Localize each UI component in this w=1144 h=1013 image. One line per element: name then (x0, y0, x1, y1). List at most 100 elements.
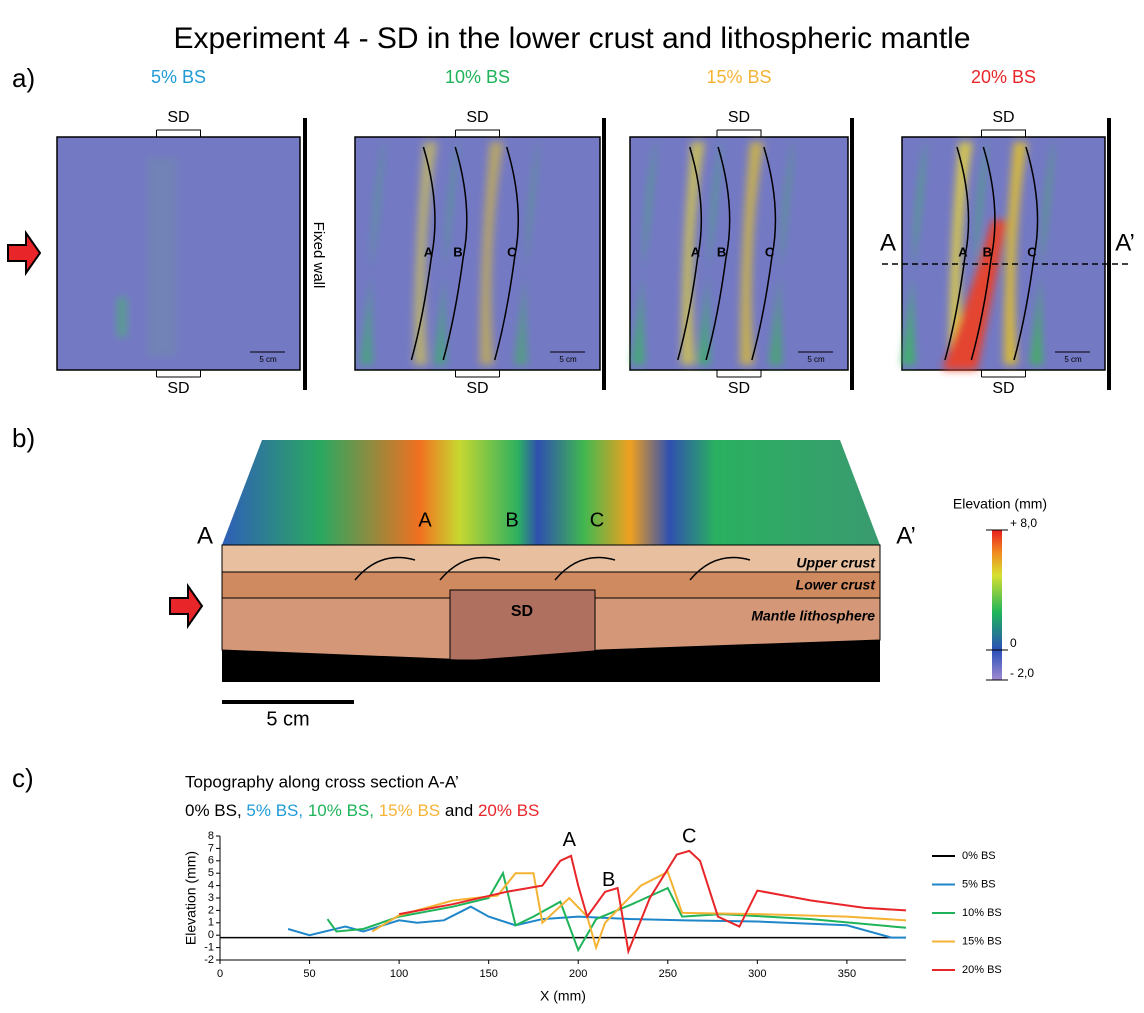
zone (1003, 142, 1028, 365)
sd-bracket (455, 129, 500, 378)
y-tick-label: -1 (204, 942, 214, 954)
sd-label: SD (167, 380, 189, 397)
sd-label: SD (167, 109, 189, 126)
fault (944, 146, 970, 361)
y-tick-label: 0 (208, 929, 214, 941)
sd-label: SD (466, 109, 488, 126)
legend-label: 0% BS (962, 850, 996, 862)
zone (117, 297, 127, 337)
fault (493, 146, 520, 361)
zone (768, 142, 794, 365)
y-tick-label: -2 (204, 954, 214, 966)
zone (962, 142, 988, 365)
x-tick-label: 350 (838, 968, 856, 980)
zone (432, 142, 458, 365)
figure-title: Experiment 4 - SD in the lower crust and… (173, 22, 970, 55)
zone (631, 142, 657, 365)
series-line (371, 870, 907, 951)
fault-label: C (590, 509, 604, 531)
map (354, 136, 601, 371)
fault-label: B (453, 244, 462, 259)
sd-label: SD (992, 380, 1014, 397)
subtitle-part: 0% BS, (185, 801, 246, 820)
legend-label: 10% BS (962, 907, 1002, 919)
scale-label: 5 cm (559, 355, 577, 364)
x-tick-label: 150 (479, 968, 497, 980)
section-end: A’ (1115, 229, 1135, 256)
map-title: 15% BS (706, 67, 771, 87)
zone (359, 142, 385, 365)
strain-zones (631, 142, 794, 365)
map (56, 136, 301, 371)
subtitle-part: 5% BS, (246, 801, 307, 820)
peak-label: C (682, 826, 696, 848)
x-tick-label: 200 (569, 968, 587, 980)
colorbar (992, 530, 1002, 680)
legend-label: 20% BS (962, 964, 1002, 976)
scale-label: 5 cm (807, 355, 825, 364)
y-tick-label: 6 (208, 855, 214, 867)
fixed-wall (602, 118, 606, 390)
fixed-wall (1107, 118, 1111, 390)
strain-zones (117, 157, 177, 357)
map-title: 20% BS (971, 67, 1036, 87)
block-top (222, 440, 880, 545)
thrust (689, 556, 751, 581)
push-arrow (7, 229, 42, 277)
fault-label: B (983, 244, 992, 259)
fault-label: A (691, 244, 701, 259)
section-end: A’ (896, 522, 916, 549)
zone (147, 157, 177, 357)
fixed-wall-label: Fixed wall (310, 222, 327, 289)
peak-label: B (602, 869, 615, 891)
zone (413, 142, 438, 365)
fault-label: A (958, 244, 968, 259)
colorbar-tick-label: - 2,0 (1010, 666, 1034, 680)
y-tick-label: 8 (208, 830, 214, 842)
map (629, 136, 849, 371)
fault (442, 146, 468, 361)
y-tick-label: 2 (208, 904, 214, 916)
strain-zones (359, 142, 539, 365)
map (901, 136, 1106, 371)
subtitle-part: 10% BS, (308, 801, 379, 820)
subtitle-part: and (445, 801, 478, 820)
panel-label: b) (12, 423, 35, 453)
zone (948, 142, 973, 365)
fault (1013, 146, 1039, 361)
thrust (354, 556, 416, 581)
layer-label: Lower crust (796, 577, 877, 593)
fault-label: B (505, 509, 518, 531)
colorbar-tick-label: 0 (1010, 636, 1017, 650)
fault (705, 146, 731, 361)
sd-label: SD (511, 603, 533, 620)
fault (410, 146, 436, 361)
y-tick-label: 4 (208, 880, 214, 892)
x-tick-label: 100 (390, 968, 408, 980)
base (222, 640, 880, 682)
fault (970, 146, 996, 361)
series-line (287, 905, 906, 939)
strain-zones (901, 142, 1055, 370)
x-tick-label: 300 (748, 968, 766, 980)
colorbar-tick-label: + 8,0 (1010, 516, 1037, 530)
fault-label: C (1027, 244, 1037, 259)
fixed-wall (850, 118, 854, 390)
fixed-wall (303, 118, 307, 390)
zone (479, 142, 504, 365)
x-axis-label: X (mm) (540, 988, 586, 1004)
layer-label: Upper crust (796, 555, 876, 571)
fault-label: C (507, 244, 517, 259)
subtitle-part: 15% BS (379, 801, 445, 820)
zone (696, 142, 722, 365)
chart-title: Topography along cross section A-A’ (185, 772, 459, 791)
fault (677, 146, 703, 361)
push-arrow (169, 582, 204, 630)
sd-label: SD (992, 109, 1014, 126)
zone (513, 142, 539, 365)
sd-label: SD (728, 380, 750, 397)
fault-label: C (765, 244, 775, 259)
scale-label: 5 cm (1064, 355, 1082, 364)
scale-label: 5 cm (259, 355, 277, 364)
